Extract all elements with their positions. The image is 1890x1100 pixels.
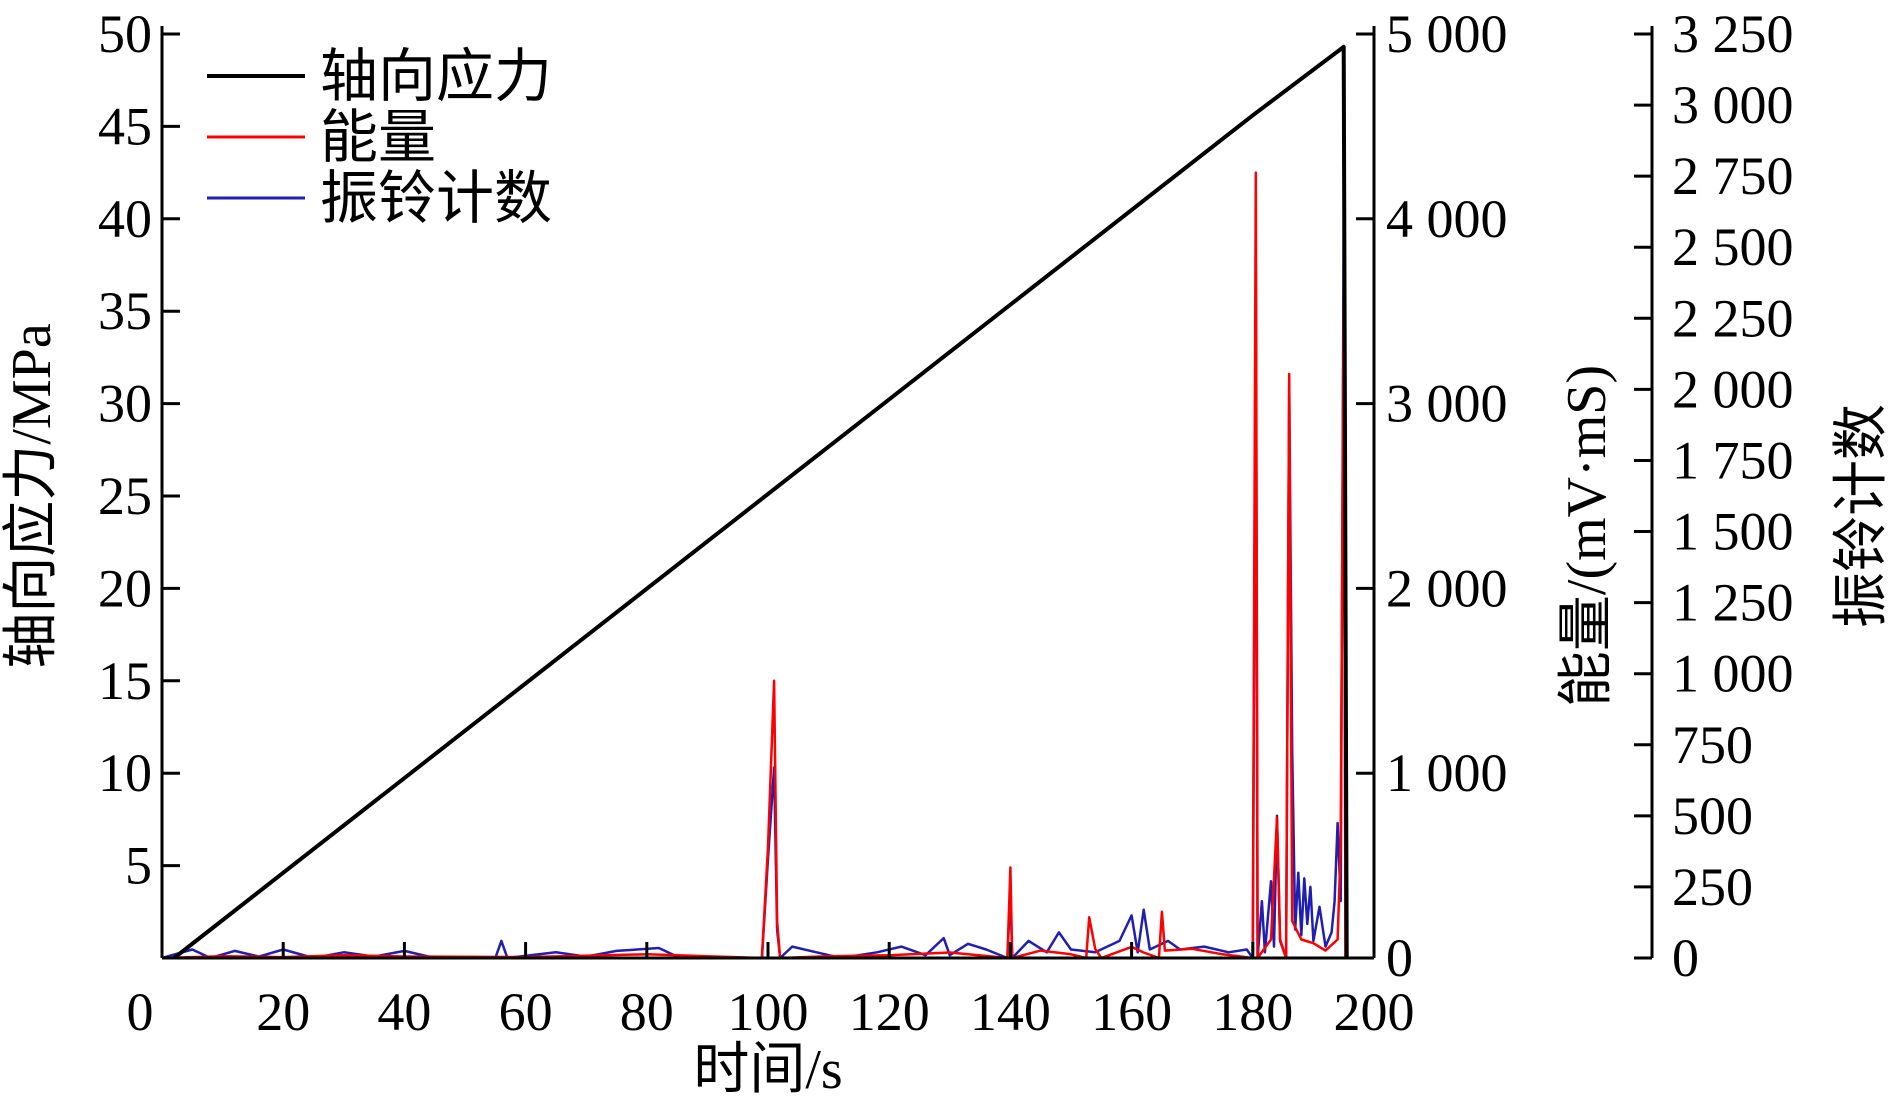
left-tick-label: 35: [98, 281, 152, 341]
count-tick-label: 2 750: [1672, 146, 1794, 206]
energy-tick-label: 1 000: [1386, 743, 1508, 803]
count-axis-title: 振铃计数: [1831, 404, 1890, 628]
left-tick-label: 10: [98, 743, 152, 803]
energy-tick-label: 2 000: [1386, 558, 1508, 618]
left-tick-label: 45: [98, 96, 152, 156]
left-tick-label: 20: [98, 558, 152, 618]
axes: 0 20 40 60 80 100 120 140 160 180 200 时间/s 5 10 15 20 25…: [1, 4, 1890, 1100]
left-tick-label: 40: [98, 189, 152, 249]
energy-tick-label: 0: [1386, 928, 1413, 988]
count-tick-label: 2 000: [1672, 359, 1794, 419]
energy-axis-title: 能量/(mV·mS): [1556, 365, 1618, 707]
count-tick-label: 1 000: [1672, 644, 1794, 704]
legend-label-1: 能量: [320, 105, 436, 170]
count-tick-label: 750: [1672, 715, 1753, 775]
count-tick-label: 1 500: [1672, 502, 1794, 562]
legend-label-2: 振铃计数: [320, 166, 552, 231]
energy-tick-label: 3 000: [1386, 374, 1508, 434]
count-tick-label: 0: [1672, 928, 1699, 988]
left-tick-label: 5: [125, 836, 152, 896]
x-tick-label: 140: [970, 982, 1051, 1042]
x-tick-label: 160: [1091, 982, 1172, 1042]
left-tick-label: 50: [98, 4, 152, 64]
energy-tick-label: 4 000: [1386, 189, 1508, 249]
series-line-0: [172, 44, 1349, 960]
left-tick-label: 15: [98, 651, 152, 711]
count-tick-label: 1 750: [1672, 430, 1794, 490]
x-tick-label: 200: [1334, 982, 1415, 1042]
energy-tick-label: 5 000: [1386, 4, 1508, 64]
x-tick-label: 100: [728, 982, 809, 1042]
count-tick-label: 1 250: [1672, 573, 1794, 633]
left-tick-label: 25: [98, 466, 152, 526]
count-tick-label: 2 250: [1672, 288, 1794, 348]
x-tick-label: 40: [377, 982, 431, 1042]
x-tick-label: 180: [1212, 982, 1293, 1042]
x-tick-label: 80: [620, 982, 674, 1042]
legend-label-0: 轴向应力: [320, 44, 552, 109]
x-axis-title: 时间/s: [693, 1039, 842, 1100]
count-tick-label: 3 000: [1672, 75, 1794, 135]
count-tick-label: 2 500: [1672, 217, 1794, 277]
x-tick-label: 20: [256, 982, 310, 1042]
x-tick-label: 60: [499, 982, 553, 1042]
count-tick-label: 250: [1672, 857, 1753, 917]
x-tick-label: 120: [849, 982, 930, 1042]
left-axis-title: 轴向应力/MPa: [1, 323, 63, 668]
count-tick-label: 500: [1672, 786, 1753, 846]
x-tick-label: 0: [127, 982, 154, 1042]
series-line-1: [161, 171, 1347, 960]
left-tick-label: 30: [98, 374, 152, 434]
series-line-2: [161, 217, 1347, 960]
count-tick-label: 3 250: [1672, 4, 1794, 64]
